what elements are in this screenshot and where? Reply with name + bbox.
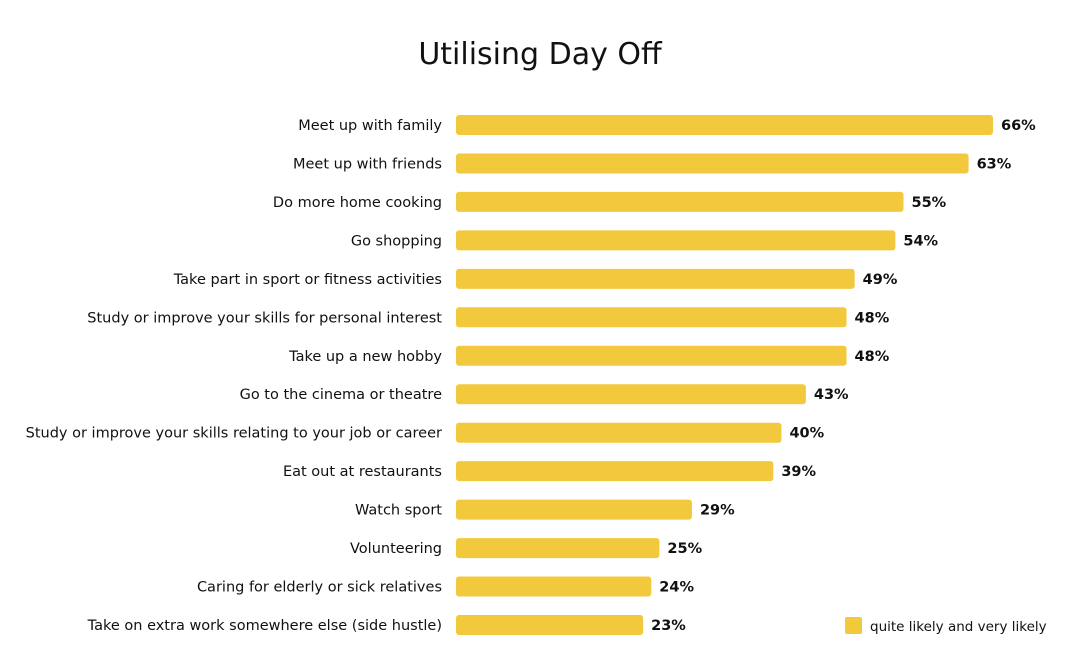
bar — [456, 307, 847, 328]
bar — [456, 384, 806, 405]
category-label: Study or improve your skills relating to… — [26, 426, 442, 442]
bar — [456, 538, 660, 559]
legend: quite likely and very likely — [845, 617, 1047, 635]
bar — [456, 461, 774, 482]
value-label: 29% — [700, 503, 735, 519]
category-label: Volunteering — [350, 541, 442, 557]
value-label: 63% — [977, 156, 1012, 172]
category-label: Caring for elderly or sick relatives — [197, 580, 442, 596]
category-label: Study or improve your skills for persona… — [87, 310, 442, 326]
category-label: Take up a new hobby — [288, 349, 442, 365]
bar — [456, 345, 847, 366]
legend-swatch — [845, 617, 862, 634]
bar — [456, 191, 904, 212]
value-label: 48% — [855, 310, 890, 326]
category-label: Watch sport — [355, 503, 442, 519]
value-label: 54% — [903, 233, 938, 249]
category-label: Meet up with friends — [293, 156, 442, 172]
value-label: 66% — [1001, 118, 1036, 134]
category-label: Meet up with family — [298, 118, 442, 134]
bar — [456, 615, 644, 635]
value-label: 23% — [651, 618, 686, 634]
category-label: Go shopping — [351, 233, 442, 249]
category-label: Eat out at restaurants — [283, 464, 442, 480]
bars-layer: Meet up with family 66% Meet up with frien… — [26, 115, 1036, 635]
bar — [456, 230, 896, 251]
value-label: 40% — [789, 426, 824, 442]
value-label: 25% — [667, 541, 702, 557]
value-label: 48% — [855, 349, 890, 365]
bar — [456, 153, 969, 174]
bar — [456, 499, 692, 520]
bar — [456, 422, 782, 443]
bar — [456, 576, 652, 597]
category-label: Take on extra work somewhere else (side … — [87, 618, 442, 634]
bar — [456, 268, 855, 289]
chart-title: Utilising Day Off — [418, 37, 663, 72]
category-label: Take part in sport or fitness activities — [173, 272, 442, 288]
value-label: 43% — [814, 387, 849, 403]
bar — [456, 115, 993, 135]
category-label: Do more home cooking — [273, 195, 442, 211]
value-label: 49% — [863, 272, 898, 288]
value-label: 24% — [659, 580, 694, 596]
legend-label: quite likely and very likely — [870, 619, 1047, 635]
value-label: 55% — [912, 195, 947, 211]
category-label: Go to the cinema or theatre — [240, 387, 442, 403]
value-label: 39% — [781, 464, 816, 480]
